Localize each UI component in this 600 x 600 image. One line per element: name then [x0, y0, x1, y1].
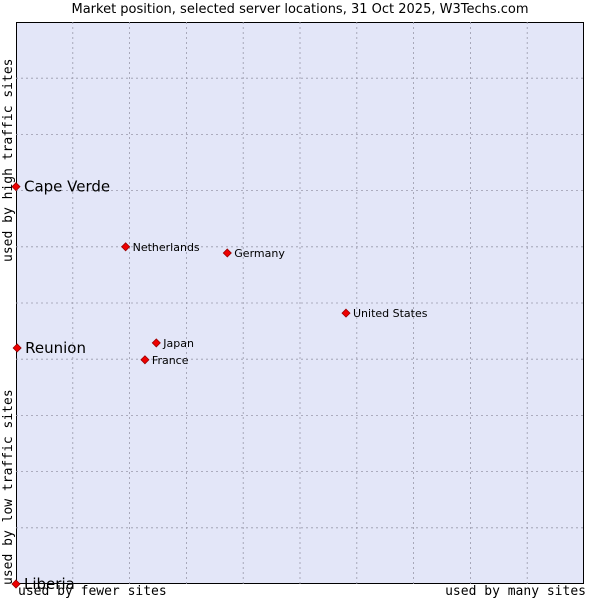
data-label-united-states: United States	[353, 307, 428, 320]
data-point-japan[interactable]	[151, 338, 161, 348]
data-point-france[interactable]	[140, 355, 150, 365]
data-label-liberia: Liberia	[24, 575, 75, 593]
x-axis-label-high: used by many sites	[445, 584, 586, 599]
data-label-japan: Japan	[162, 337, 194, 350]
data-label-cape-verde: Cape Verde	[24, 178, 110, 196]
data-label-germany: Germany	[234, 247, 285, 260]
data-label-france: France	[152, 354, 189, 367]
x-axis-label-low: used by fewer sites	[18, 584, 167, 599]
data-point-cape-verde[interactable]	[11, 182, 21, 192]
data-point-liberia[interactable]	[11, 579, 21, 589]
data-point-netherlands[interactable]	[121, 242, 131, 252]
data-label-reunion: Reunion	[25, 339, 86, 357]
data-point-reunion[interactable]	[12, 343, 22, 353]
data-point-germany[interactable]	[222, 248, 232, 258]
chart-title: Market position, selected server locatio…	[71, 2, 529, 17]
data-label-netherlands: Netherlands	[133, 241, 200, 254]
data-point-united-states[interactable]	[341, 308, 351, 318]
y-axis-label-low: used by low traffic sites	[1, 389, 16, 585]
y-axis-label-high: used by high traffic sites	[1, 58, 16, 263]
